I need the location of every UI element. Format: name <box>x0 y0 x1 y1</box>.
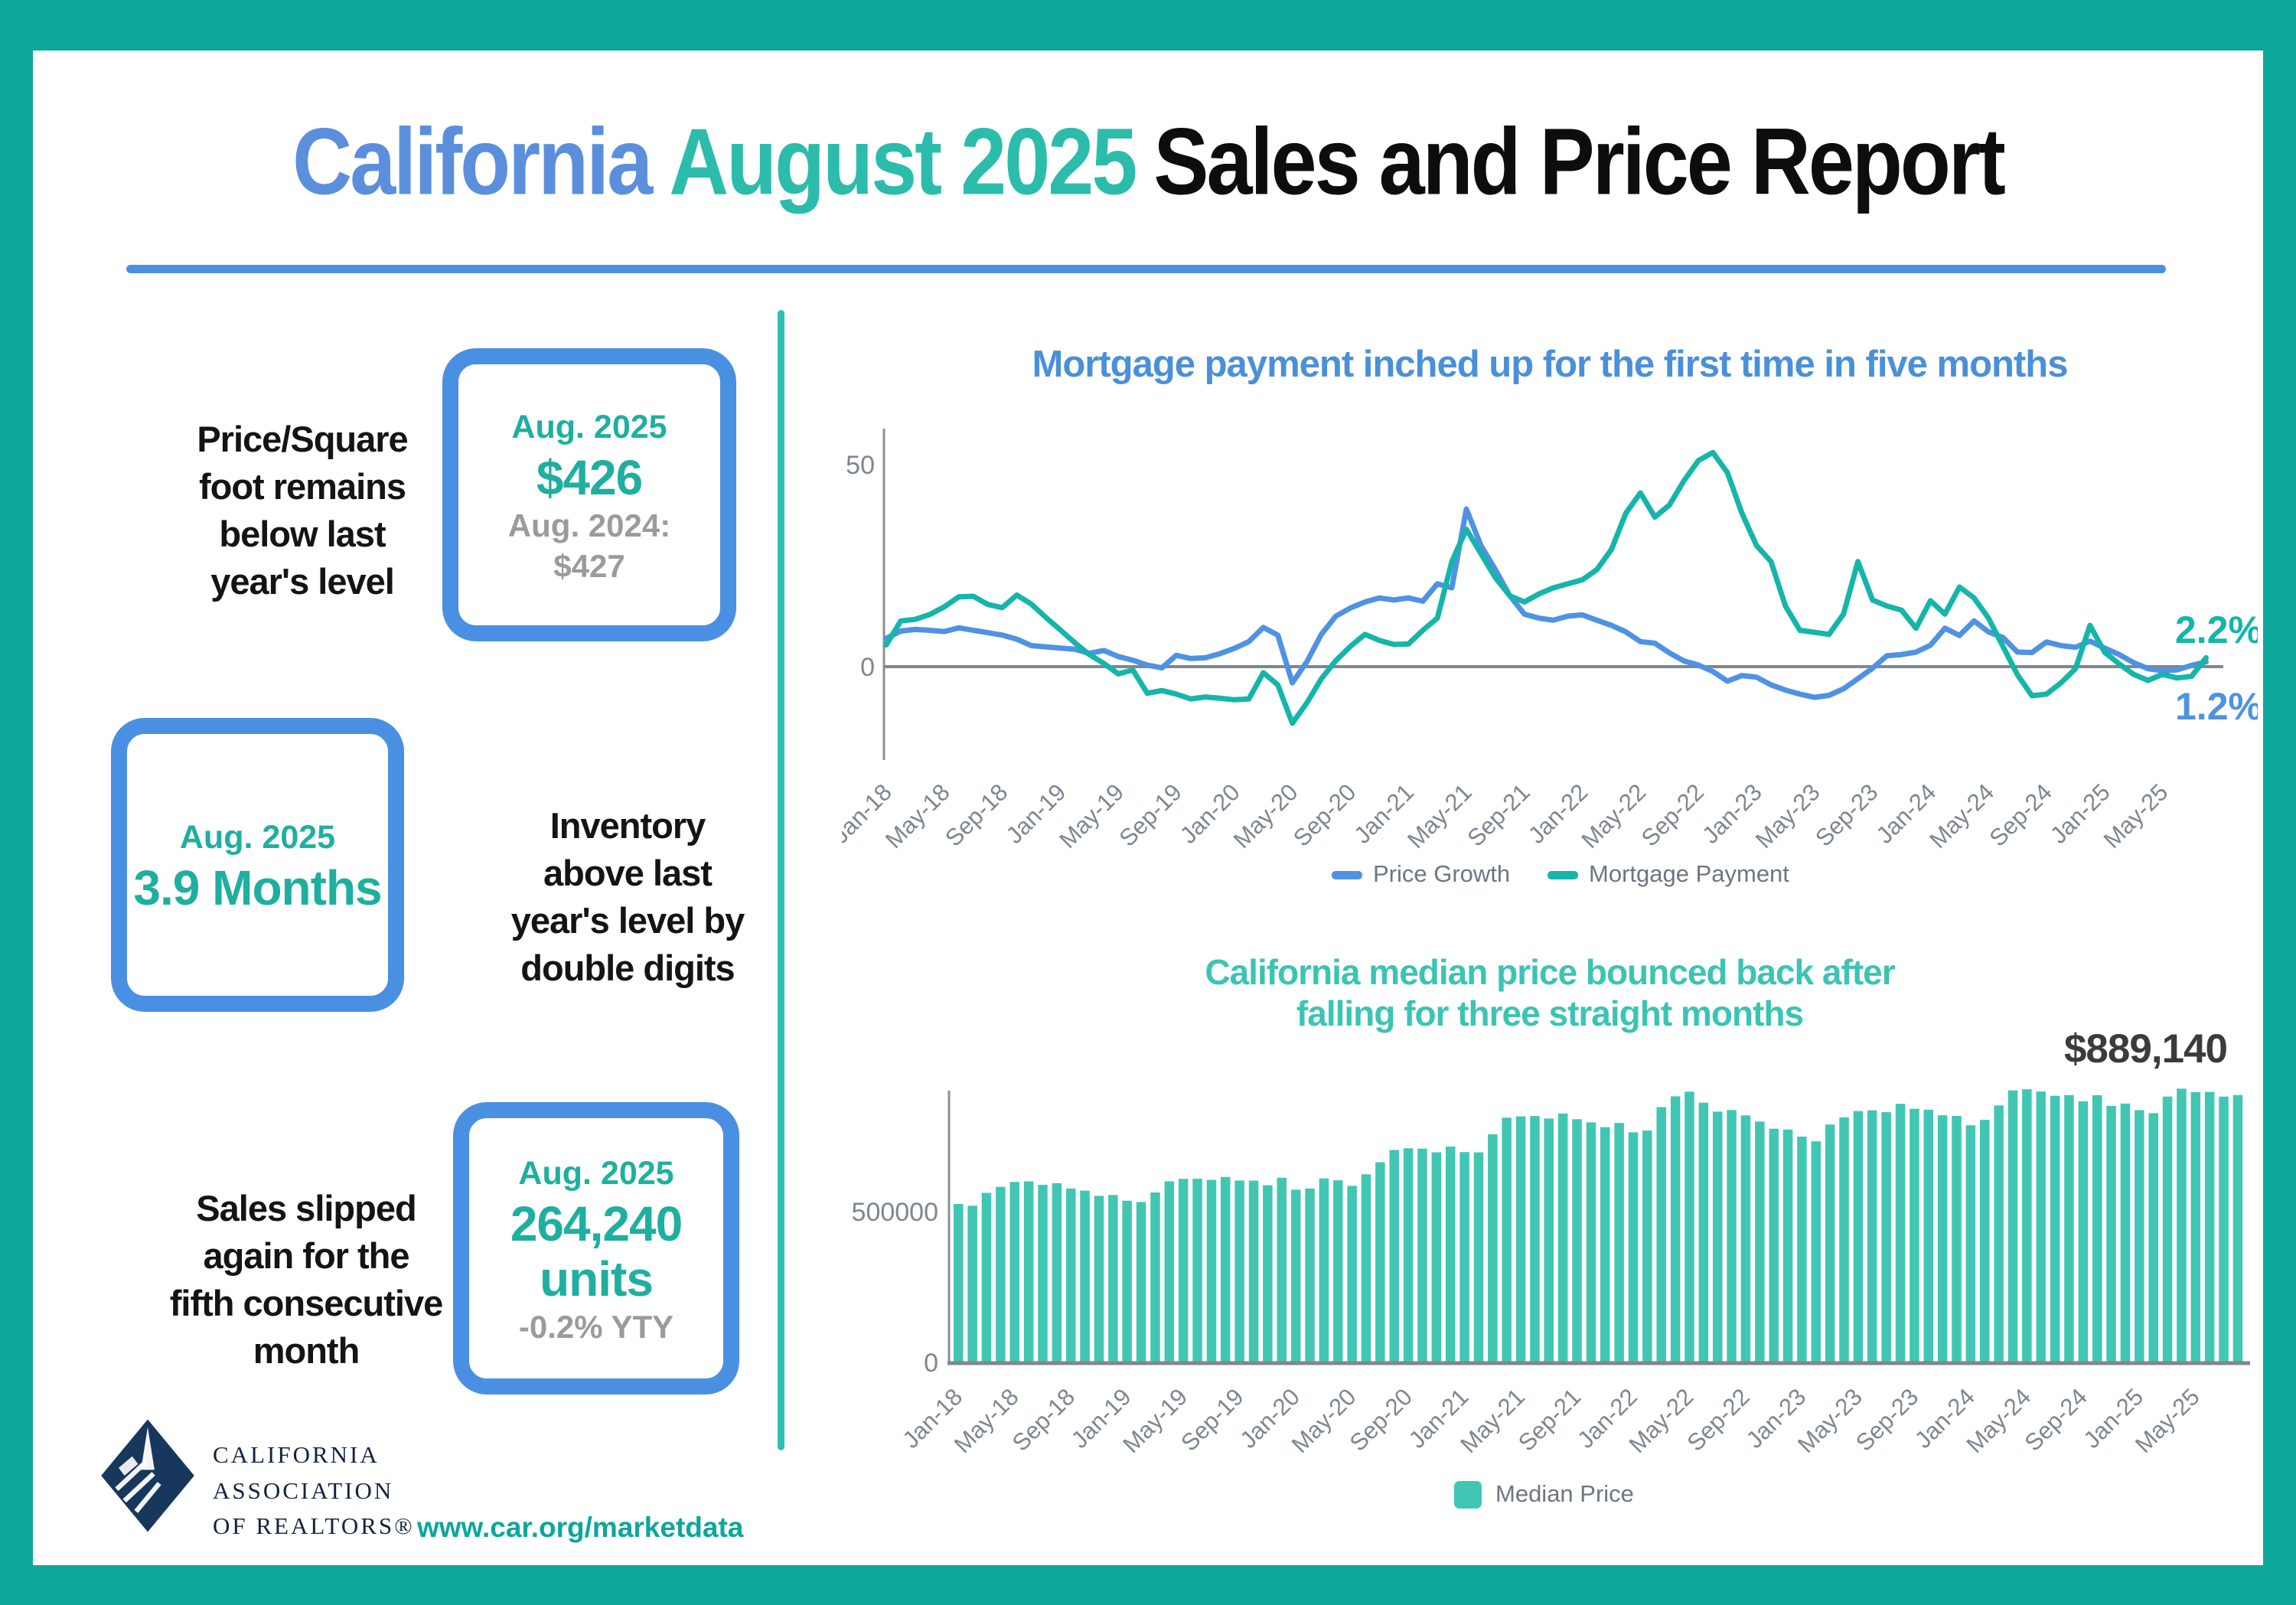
svg-text:May-23: May-23 <box>1792 1383 1867 1458</box>
stat-inventory-text: Inventory above last year's level by double… <box>510 805 745 989</box>
svg-text:May-23: May-23 <box>1750 778 1825 853</box>
stat-price-sqft-box: Aug. 2025 $426 Aug. 2024: $427 <box>442 348 736 641</box>
svg-text:Sep-20: Sep-20 <box>1345 1383 1417 1456</box>
svg-text:Sep-23: Sep-23 <box>1851 1383 1923 1456</box>
svg-text:Sep-18: Sep-18 <box>940 778 1013 851</box>
svg-text:May-22: May-22 <box>1577 778 1652 853</box>
svg-text:May-20: May-20 <box>1228 778 1303 853</box>
page-title-report: Sales and Price Report <box>1153 108 2005 214</box>
svg-text:Sep-24: Sep-24 <box>2019 1383 2092 1456</box>
svg-text:May-18: May-18 <box>949 1383 1024 1458</box>
svg-text:May-18: May-18 <box>880 778 955 853</box>
svg-text:Sep-23: Sep-23 <box>1810 778 1883 851</box>
line-chart-title: Mortgage payment inched up for the first… <box>1032 344 2069 385</box>
svg-text:May-25: May-25 <box>2099 778 2174 853</box>
svg-text:Sep-19: Sep-19 <box>1176 1383 1248 1456</box>
page-title-month: August 2025 <box>669 108 1137 214</box>
svg-text:1.2%: 1.2% <box>2175 685 2258 728</box>
stat-value: 3.9 Months <box>133 860 382 916</box>
vertical-divider <box>778 310 784 1450</box>
svg-text:0: 0 <box>860 653 875 682</box>
stat-value: $426 <box>536 450 643 506</box>
svg-text:May-25: May-25 <box>2130 1383 2205 1458</box>
stat-value: 264,240 units <box>510 1196 683 1307</box>
svg-text:Sep-18: Sep-18 <box>1007 1383 1080 1456</box>
svg-text:May-19: May-19 <box>1117 1383 1192 1458</box>
stat-period: Aug. 2025 <box>179 818 336 856</box>
stat-period: Aug. 2025 <box>511 408 667 445</box>
stat-price-sqft-text: Price/Square foot remains below last year's… <box>197 419 408 602</box>
svg-text:500000: 500000 <box>852 1198 938 1227</box>
svg-text:Sep-22: Sep-22 <box>1636 778 1709 851</box>
svg-text:May-21: May-21 <box>1402 778 1477 853</box>
svg-text:Sep-21: Sep-21 <box>1462 778 1534 851</box>
svg-text:May-21: May-21 <box>1455 1383 1530 1458</box>
median-price-bar-chart: 5000000Jan-18May-18Sep-18Jan-19May-19Sep… <box>852 1088 2250 1509</box>
bar-chart-title: California median price bounced back aft… <box>1205 952 1895 1034</box>
svg-text:Sep-21: Sep-21 <box>1513 1383 1586 1456</box>
svg-text:2.2%: 2.2% <box>2175 608 2258 651</box>
latest-median-price-label: $889,140 <box>2063 1026 2228 1072</box>
svg-text:Sep-22: Sep-22 <box>1682 1383 1755 1456</box>
stat-sales-box: Aug. 2025 264,240 units -0.2% YTY <box>453 1102 739 1395</box>
svg-text:Sep-20: Sep-20 <box>1288 778 1361 851</box>
mortgage-payment-line-chart: 500Jan-18May-18Sep-18Jan-19May-19Sep-19J… <box>842 429 2258 887</box>
marketdata-url: www.car.org/marketdata <box>417 1512 744 1543</box>
stat-period: Aug. 2025 <box>518 1154 674 1192</box>
svg-text:May-24: May-24 <box>1962 1383 2037 1458</box>
page-title: California August 2025 Sales and Price Rep… <box>0 109 2296 214</box>
car-logo-icon <box>101 1419 194 1532</box>
svg-text:Sep-19: Sep-19 <box>1114 778 1187 851</box>
svg-text:May-24: May-24 <box>1924 778 1999 853</box>
svg-text:Mortgage Payment: Mortgage Payment <box>1589 860 1789 887</box>
svg-text:Price Growth: Price Growth <box>1373 860 1510 887</box>
svg-text:Median Price: Median Price <box>1495 1480 1634 1507</box>
content-area <box>33 51 2263 1565</box>
stat-previous-value: Aug. 2024: $427 <box>507 507 671 584</box>
svg-text:May-20: May-20 <box>1287 1383 1362 1458</box>
title-underline <box>126 265 2166 273</box>
svg-text:May-22: May-22 <box>1624 1383 1699 1458</box>
stat-yty-change: -0.2% YTY <box>518 1308 674 1345</box>
svg-text:May-19: May-19 <box>1054 778 1129 853</box>
page-title-california: California <box>292 108 653 214</box>
svg-text:50: 50 <box>846 451 875 480</box>
stat-sales-text: Sales slipped again for the fifth consecut… <box>169 1188 443 1372</box>
car-logo-text: CALIFORNIA ASSOCIATION OF REALTORS® <box>213 1441 415 1539</box>
svg-text:Sep-24: Sep-24 <box>1985 778 2057 851</box>
stat-inventory-box: Aug. 2025 3.9 Months <box>111 718 404 1012</box>
svg-text:0: 0 <box>924 1349 938 1378</box>
